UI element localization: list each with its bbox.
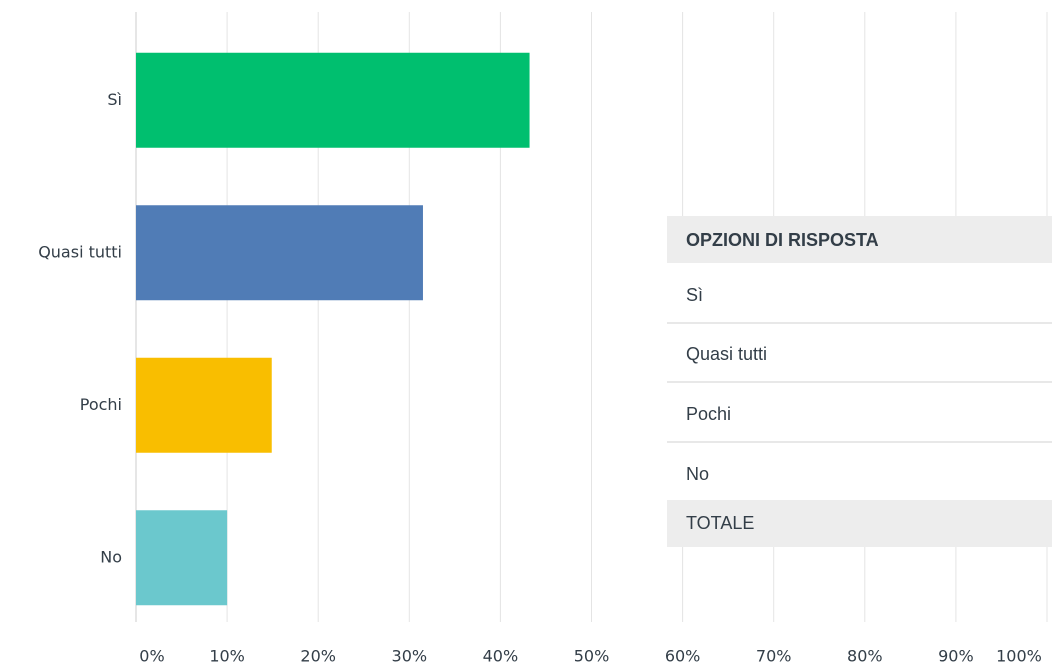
table-total-bg [667,500,1052,547]
bar [136,357,272,453]
table-row: Sì [686,285,703,305]
x-tick-label: 50% [574,647,610,666]
table-total: TOTALE [686,513,754,533]
x-tick-label: 20% [300,647,336,666]
table-row: Quasi tutti [686,344,767,364]
y-tick-label: Quasi tutti [38,242,122,261]
x-tick-label: 60% [665,647,701,666]
x-tick-label: 100% [996,647,1042,666]
x-tick-label: 70% [756,647,792,666]
x-tick-label: 80% [847,647,883,666]
y-tick-label: Sì [107,90,122,109]
y-tick-label: No [100,547,122,566]
table-row: No [686,464,709,484]
bar [136,205,423,301]
table-row: Pochi [686,404,731,424]
x-tick-label: 0% [139,647,164,666]
x-tick-label: 90% [938,647,974,666]
x-tick-label: 30% [392,647,428,666]
table-header-bg [667,216,1052,263]
bar [136,52,530,148]
x-tick-label: 10% [209,647,245,666]
x-tick-label: 40% [483,647,519,666]
table-header: OPZIONI DI RISPOSTA [686,230,879,250]
bar [136,510,228,606]
y-tick-label: Pochi [80,395,122,414]
